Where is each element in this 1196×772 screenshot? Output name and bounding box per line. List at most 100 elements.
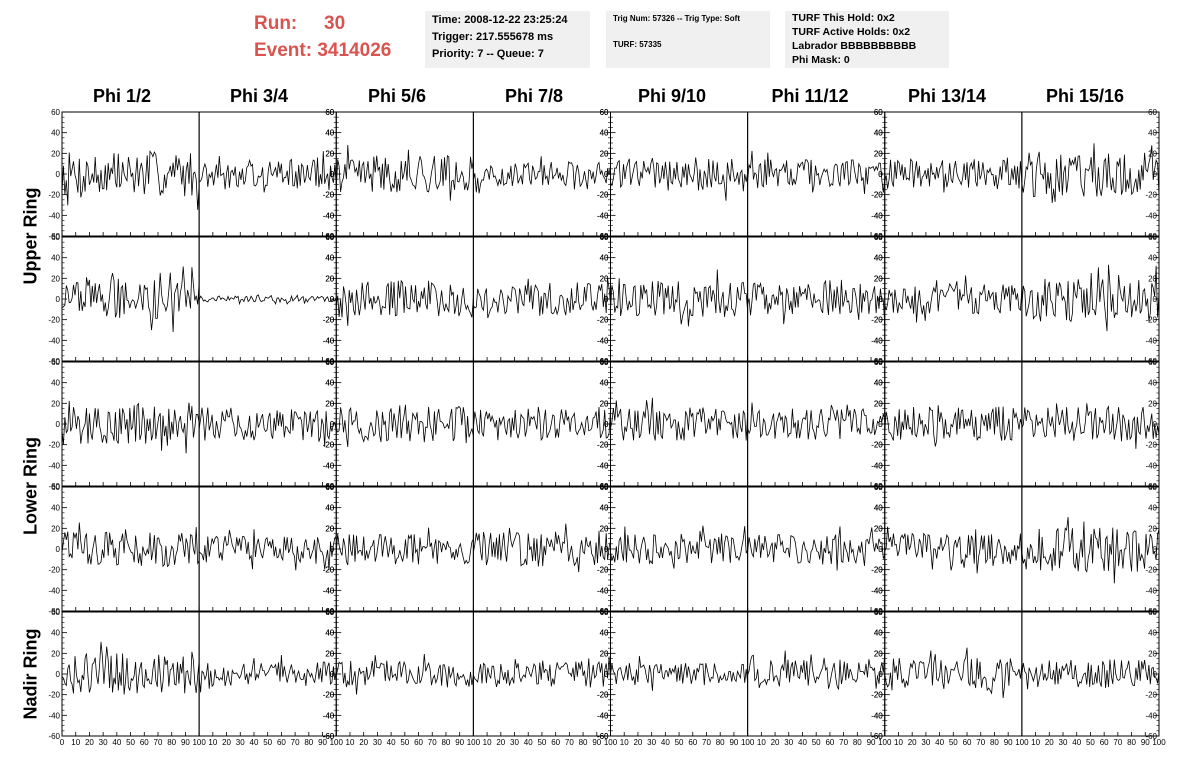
x-tick-label: 90 (729, 738, 738, 747)
y-tick-label: -40 (597, 586, 609, 595)
x-tick-label: 40 (250, 738, 259, 747)
y-tick-label: 60 (325, 608, 334, 617)
y-tick-label: 0 (878, 545, 883, 554)
y-tick-label: 40 (325, 629, 334, 638)
x-tick-label: 90 (1141, 738, 1150, 747)
y-tick-label: 60 (1148, 358, 1157, 367)
x-tick-label: 70 (702, 738, 711, 747)
y-tick-label: 0 (1153, 295, 1158, 304)
waveform-trace (335, 144, 474, 201)
y-tick-label: 60 (874, 108, 883, 117)
y-tick-label: 20 (600, 524, 609, 533)
y-tick-label: -20 (48, 191, 60, 200)
y-tick-label: 20 (600, 274, 609, 283)
x-tick-label: 30 (647, 738, 656, 747)
y-tick-label: 20 (874, 649, 883, 658)
x-tick-label: 30 (510, 738, 519, 747)
y-tick-label: 60 (874, 483, 883, 492)
y-tick-label: -40 (48, 336, 60, 345)
y-tick-label: 40 (51, 504, 60, 513)
x-tick-label: 20 (633, 738, 642, 747)
y-tick-label: 60 (325, 233, 334, 242)
waveform-trace (747, 150, 886, 195)
y-tick-label: -40 (871, 461, 883, 470)
panel-frame (61, 486, 200, 612)
turf-info-box: TURF This Hold: 0x2 TURF Active Holds: 0… (785, 11, 949, 68)
y-tick-label: 0 (1153, 170, 1158, 179)
time-text: Time: 2008-12-22 23:25:24 (432, 14, 568, 26)
x-tick-label: 10 (71, 738, 80, 747)
x-tick-label: 80 (853, 738, 862, 747)
y-tick-label: -40 (871, 461, 883, 470)
y-tick-label: 20 (600, 149, 609, 158)
y-tick-label: 40 (600, 129, 609, 138)
y-tick-label: -60 (48, 732, 60, 741)
y-tick-label: 40 (51, 129, 60, 138)
y-tick-label: 60 (325, 233, 334, 242)
y-tick-label: 60 (600, 233, 609, 242)
time-info-box: Time: 2008-12-22 23:25:24 Trigger: 217.5… (425, 11, 590, 68)
waveform-trace (884, 647, 1023, 699)
y-tick-label: 60 (600, 608, 609, 617)
waveform-trace (335, 279, 474, 326)
y-tick-label: -60 (323, 732, 335, 741)
y-tick-label: -40 (597, 586, 609, 595)
x-tick-label: 50 (537, 738, 546, 747)
x-tick-label: 90 (318, 738, 327, 747)
y-tick-label: 40 (874, 629, 883, 638)
y-tick-label: 60 (1148, 233, 1157, 242)
y-tick-label: 0 (330, 170, 335, 179)
y-tick-label: -40 (323, 586, 335, 595)
y-tick-label: 0 (604, 295, 609, 304)
x-tick-label: 90 (592, 738, 601, 747)
x-tick-label: 0 (60, 738, 65, 747)
x-tick-label: 10 (483, 738, 492, 747)
waveform-trace (61, 522, 200, 568)
y-tick-label: -20 (597, 441, 609, 450)
y-tick-label: 60 (600, 608, 609, 617)
y-tick-label: 60 (325, 358, 334, 367)
y-tick-label: 20 (874, 399, 883, 408)
y-tick-label: 40 (600, 629, 609, 638)
y-tick-label: -40 (871, 336, 883, 345)
x-tick-label: 70 (839, 738, 848, 747)
y-tick-label: -40 (597, 211, 609, 220)
phi-column-title: Phi 5/6 (367, 86, 427, 106)
x-tick-label: 10 (620, 738, 629, 747)
waveform-trace (473, 656, 611, 688)
phi-column-title: Phi 15/16 (1045, 86, 1125, 106)
y-tick-label: -20 (597, 691, 609, 700)
y-tick-label: 0 (878, 170, 883, 179)
waveform-trace (473, 278, 611, 319)
y-tick-label: -20 (871, 316, 883, 325)
x-tick-label: 70 (1113, 738, 1122, 747)
x-tick-label: 40 (1072, 738, 1081, 747)
y-tick-label: 0 (604, 545, 609, 554)
waveform-trace (884, 275, 1023, 323)
x-tick-label: 10 (894, 738, 903, 747)
y-tick-label: -20 (871, 191, 883, 200)
x-tick-label: 20 (85, 738, 94, 747)
x-tick-label: 70 (976, 738, 985, 747)
waveform-trace (61, 400, 200, 454)
y-tick-label: -20 (1145, 316, 1157, 325)
y-tick-label: -40 (48, 211, 60, 220)
waveform-trace (747, 279, 886, 326)
panel-frame (610, 361, 749, 487)
waveform-trace (1021, 403, 1160, 449)
x-tick-label: 80 (990, 738, 999, 747)
y-tick-label: -60 (323, 732, 335, 741)
y-tick-label: 40 (325, 254, 334, 263)
y-tick-label: 0 (330, 420, 335, 429)
y-tick-label: 60 (325, 108, 334, 117)
y-tick-label: 60 (325, 108, 334, 117)
y-tick-label: 40 (874, 504, 883, 513)
y-tick-label: 0 (878, 670, 883, 679)
turf-active-holds-text: TURF Active Holds: 0x2 (792, 26, 911, 38)
y-tick-label: -40 (323, 461, 335, 470)
x-tick-label: 20 (1045, 738, 1054, 747)
event-line: Event: 3414026 (254, 37, 391, 64)
y-tick-label: 40 (600, 504, 609, 513)
phi-mask-text: Phi Mask: 0 (792, 54, 850, 66)
